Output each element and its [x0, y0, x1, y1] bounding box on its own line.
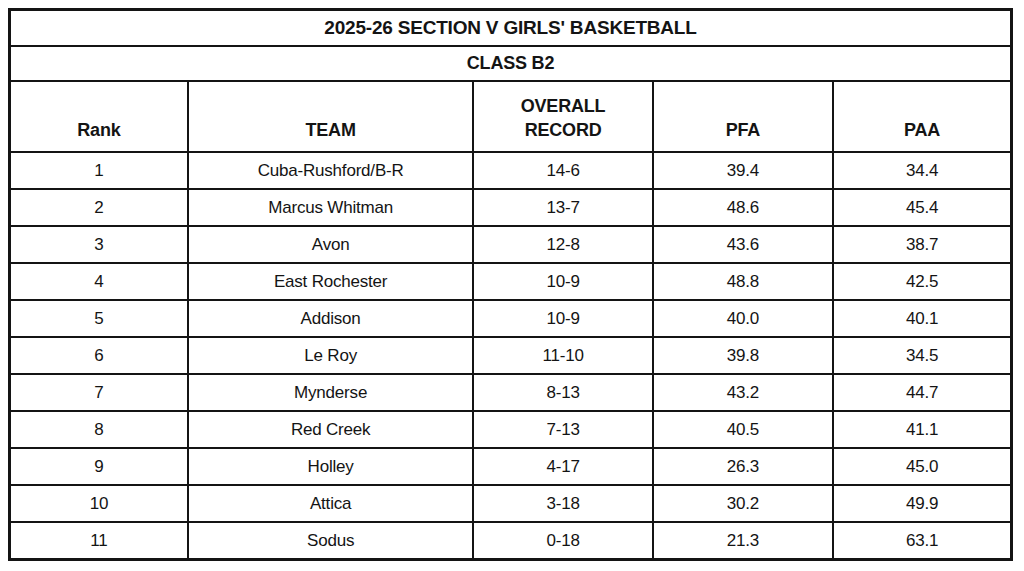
cell-record: 14-6 — [473, 152, 652, 189]
column-header-label: TEAM — [306, 119, 356, 142]
cell-paa: 45.4 — [833, 189, 1011, 226]
column-header-label: Rank — [77, 119, 120, 142]
table-row: 1Cuba-Rushford/B-R14-639.434.4 — [10, 152, 1012, 189]
cell-team: Mynderse — [188, 374, 474, 411]
cell-paa: 49.9 — [833, 485, 1011, 522]
cell-record: 3-18 — [473, 485, 652, 522]
cell-rank: 4 — [10, 263, 188, 300]
cell-team: Marcus Whitman — [188, 189, 474, 226]
cell-rank: 1 — [10, 152, 188, 189]
cell-pfa: 21.3 — [653, 522, 833, 560]
header-row: Rank TEAM OVERALL RECORD PFA PAA — [10, 81, 1012, 152]
cell-rank: 7 — [10, 374, 188, 411]
cell-rank: 8 — [10, 411, 188, 448]
cell-record: 10-9 — [473, 300, 652, 337]
column-header-label: PAA — [904, 119, 940, 142]
standings-table: 2025-26 SECTION V GIRLS' BASKETBALL CLAS… — [8, 8, 1013, 561]
cell-pfa: 39.8 — [653, 337, 833, 374]
column-header-pfa: PFA — [653, 81, 833, 152]
table-row: 2Marcus Whitman13-748.645.4 — [10, 189, 1012, 226]
cell-team: Holley — [188, 448, 474, 485]
cell-pfa: 26.3 — [653, 448, 833, 485]
table-row: 8Red Creek7-1340.541.1 — [10, 411, 1012, 448]
cell-record: 13-7 — [473, 189, 652, 226]
column-header-rank: Rank — [10, 81, 188, 152]
column-header-label: PFA — [726, 119, 760, 142]
cell-paa: 34.5 — [833, 337, 1011, 374]
page: 2025-26 SECTION V GIRLS' BASKETBALL CLAS… — [0, 0, 1024, 571]
column-header-overall-record: OVERALL RECORD — [473, 81, 652, 152]
cell-record: 4-17 — [473, 448, 652, 485]
page-title: 2025-26 SECTION V GIRLS' BASKETBALL — [10, 10, 1012, 47]
table-row: 5Addison10-940.040.1 — [10, 300, 1012, 337]
table-body: 1Cuba-Rushford/B-R14-639.434.42Marcus Wh… — [10, 152, 1012, 560]
column-header-label: OVERALL RECORD — [507, 95, 619, 142]
cell-paa: 45.0 — [833, 448, 1011, 485]
cell-rank: 11 — [10, 522, 188, 560]
cell-pfa: 40.0 — [653, 300, 833, 337]
cell-rank: 2 — [10, 189, 188, 226]
cell-paa: 63.1 — [833, 522, 1011, 560]
cell-record: 11-10 — [473, 337, 652, 374]
cell-paa: 41.1 — [833, 411, 1011, 448]
cell-record: 7-13 — [473, 411, 652, 448]
cell-rank: 3 — [10, 226, 188, 263]
cell-team: Cuba-Rushford/B-R — [188, 152, 474, 189]
cell-rank: 6 — [10, 337, 188, 374]
class-subtitle: CLASS B2 — [10, 46, 1012, 81]
cell-record: 8-13 — [473, 374, 652, 411]
cell-team: Le Roy — [188, 337, 474, 374]
cell-team: Avon — [188, 226, 474, 263]
table-row: 10Attica3-1830.249.9 — [10, 485, 1012, 522]
cell-team: Sodus — [188, 522, 474, 560]
cell-paa: 44.7 — [833, 374, 1011, 411]
table-row: 6Le Roy11-1039.834.5 — [10, 337, 1012, 374]
table-head: 2025-26 SECTION V GIRLS' BASKETBALL CLAS… — [10, 10, 1012, 153]
cell-pfa: 48.6 — [653, 189, 833, 226]
cell-pfa: 40.5 — [653, 411, 833, 448]
column-header-paa: PAA — [833, 81, 1011, 152]
cell-pfa: 43.2 — [653, 374, 833, 411]
table-row: 3Avon12-843.638.7 — [10, 226, 1012, 263]
cell-record: 10-9 — [473, 263, 652, 300]
cell-team: Red Creek — [188, 411, 474, 448]
cell-pfa: 39.4 — [653, 152, 833, 189]
cell-team: East Rochester — [188, 263, 474, 300]
cell-paa: 40.1 — [833, 300, 1011, 337]
cell-paa: 38.7 — [833, 226, 1011, 263]
cell-record: 0-18 — [473, 522, 652, 560]
table-row: 11Sodus0-1821.363.1 — [10, 522, 1012, 560]
column-header-team: TEAM — [188, 81, 474, 152]
subtitle-row: CLASS B2 — [10, 46, 1012, 81]
cell-rank: 10 — [10, 485, 188, 522]
cell-team: Addison — [188, 300, 474, 337]
title-row: 2025-26 SECTION V GIRLS' BASKETBALL — [10, 10, 1012, 47]
cell-pfa: 48.8 — [653, 263, 833, 300]
cell-paa: 42.5 — [833, 263, 1011, 300]
cell-team: Attica — [188, 485, 474, 522]
cell-paa: 34.4 — [833, 152, 1011, 189]
cell-rank: 9 — [10, 448, 188, 485]
table-row: 9Holley4-1726.345.0 — [10, 448, 1012, 485]
table-row: 4East Rochester10-948.842.5 — [10, 263, 1012, 300]
cell-pfa: 43.6 — [653, 226, 833, 263]
cell-rank: 5 — [10, 300, 188, 337]
table-row: 7Mynderse8-1343.244.7 — [10, 374, 1012, 411]
cell-record: 12-8 — [473, 226, 652, 263]
cell-pfa: 30.2 — [653, 485, 833, 522]
